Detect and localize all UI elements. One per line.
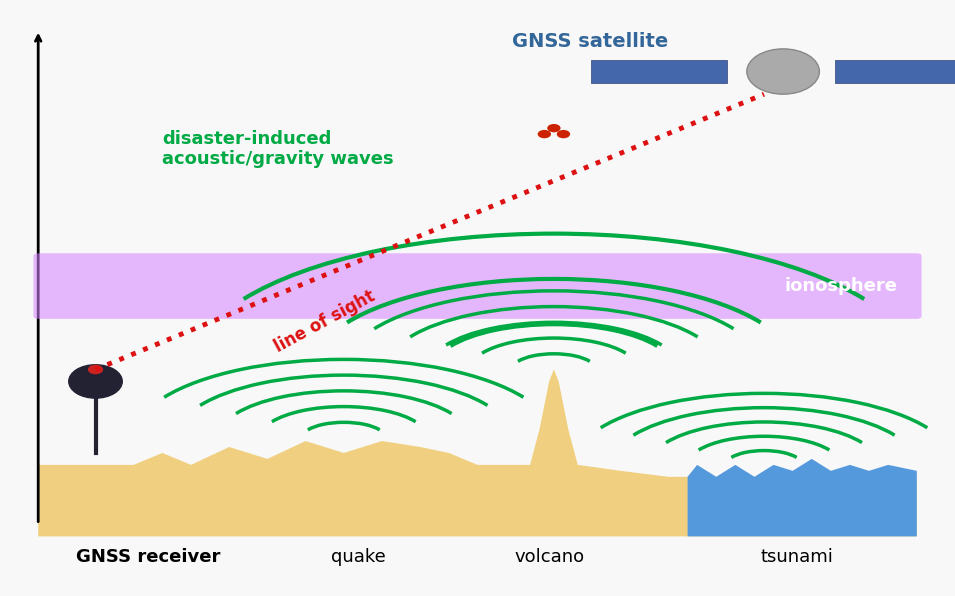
Text: GNSS satellite: GNSS satellite (512, 32, 668, 51)
Circle shape (88, 365, 103, 374)
FancyBboxPatch shape (835, 60, 955, 83)
Text: line of sight: line of sight (271, 287, 378, 356)
Circle shape (538, 130, 551, 138)
Text: ionosphere: ionosphere (785, 277, 898, 295)
FancyBboxPatch shape (33, 253, 922, 319)
Polygon shape (688, 459, 917, 536)
Circle shape (547, 124, 561, 132)
FancyBboxPatch shape (591, 60, 727, 83)
Text: disaster-induced
acoustic/gravity waves: disaster-induced acoustic/gravity waves (162, 129, 394, 169)
Text: volcano: volcano (514, 548, 584, 566)
Text: tsunami: tsunami (761, 548, 834, 566)
Circle shape (747, 49, 819, 94)
Text: quake: quake (330, 548, 386, 566)
Circle shape (557, 130, 570, 138)
Circle shape (69, 365, 122, 398)
Polygon shape (38, 370, 917, 536)
Text: GNSS receiver: GNSS receiver (76, 548, 221, 566)
